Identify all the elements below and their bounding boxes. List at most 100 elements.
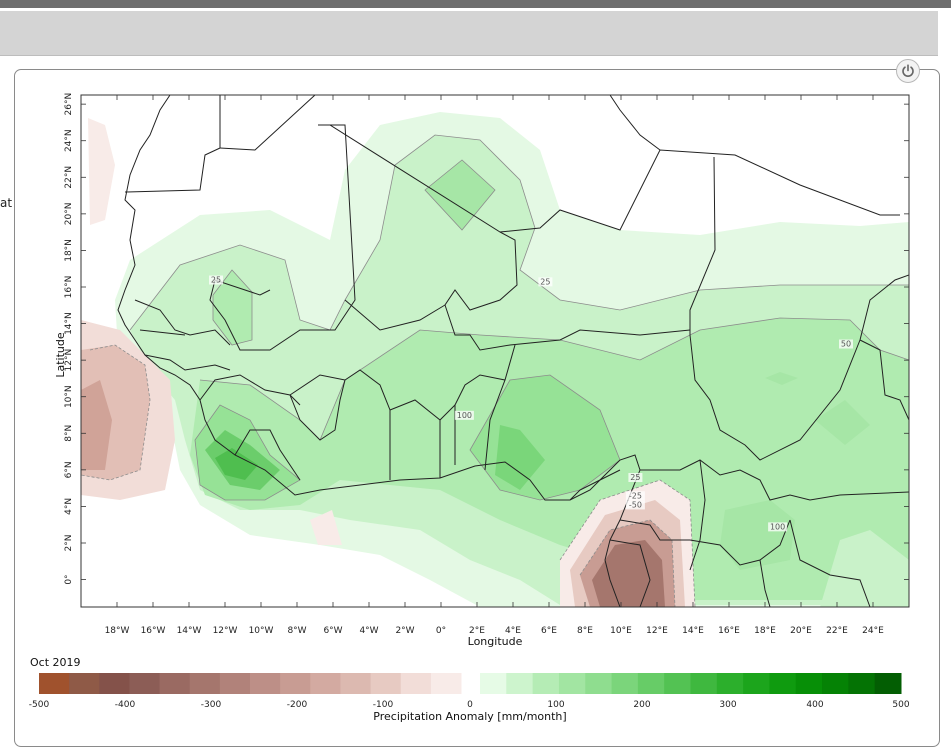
x-tick-label: 10°E (610, 626, 632, 636)
colorbar-positive-swatch (743, 673, 770, 694)
x-tick-label: 18°E (754, 626, 776, 636)
contour-label: 25 (211, 276, 221, 285)
x-tick-label: 8°W (287, 626, 306, 636)
colorbar-negative-swatch (39, 673, 70, 694)
x-tick-label: 4°W (359, 626, 378, 636)
header-bar (0, 11, 938, 56)
colorbar-positive-swatch (690, 673, 718, 694)
x-tick-label: 12°E (646, 626, 668, 636)
colorbar-tick-label: -100 (373, 700, 394, 710)
colorbar-tick-label: 400 (806, 700, 823, 710)
colorbar-positive-swatch (769, 673, 797, 694)
colorbar-tick-label: 300 (719, 700, 736, 710)
colorbar-negative-swatch (370, 673, 402, 694)
anomaly-region-ghana (345, 450, 430, 480)
colorbar-tick-label: -400 (115, 700, 136, 710)
colorbar-negative-swatch (280, 673, 311, 694)
colorbar-negative-swatch (189, 673, 221, 694)
colorbar-positive-swatch (637, 673, 665, 694)
x-tick-label: 0° (436, 626, 446, 636)
y-tick-label: 10°N (64, 385, 74, 408)
power-icon[interactable] (896, 59, 920, 83)
anomaly-negative-gulf (310, 510, 342, 545)
anomaly-region-car (815, 400, 870, 445)
colorbar-negative-swatch (99, 673, 130, 694)
contour-label: -25 (629, 491, 642, 500)
colorbar-negative-swatch (219, 673, 251, 694)
x-tick-label: 4°E (505, 626, 521, 636)
colorbar-negative-swatch (430, 673, 462, 694)
contour-label: 25 (630, 473, 640, 482)
colorbar-positive-swatch (874, 673, 902, 694)
colorbar-negative-swatch (400, 673, 432, 694)
contour-label: 25 (540, 277, 550, 286)
colorbar-positive-swatch (611, 673, 639, 694)
coastline (117, 95, 641, 607)
anomaly-region-nigeria-n (378, 365, 430, 390)
contour-label: 100 (770, 522, 785, 531)
y-tick-label: 26°N (64, 93, 74, 116)
x-tick-label: 8°E (577, 626, 593, 636)
y-tick-label: 14°N (64, 312, 74, 335)
colorbar-title: Precipitation Anomaly [mm/month] (373, 710, 566, 723)
x-tick-label: 24°E (862, 626, 884, 636)
contour-label-bg (625, 491, 645, 501)
x-tick-label: 10°W (249, 626, 274, 636)
y-tick-label: 4°N (64, 498, 74, 515)
colorbar-tick-label: 0 (467, 700, 473, 710)
anomaly-region-north (425, 160, 495, 230)
colorbar-positive-swatch (848, 673, 876, 694)
plot-frame (80, 94, 910, 608)
contour-label-bg (454, 410, 474, 420)
colorbar-negative-swatch (310, 673, 341, 694)
contour-label-bg (209, 275, 223, 285)
y-tick-label: 16°N (64, 276, 74, 299)
colorbar-negative-swatch (250, 673, 281, 694)
y-tick-label: 12°N (64, 349, 74, 372)
anomaly-region-car-small (765, 372, 798, 385)
x-tick-label: 6°E (541, 626, 557, 636)
x-tick-label: 22°E (826, 626, 848, 636)
x-tick-label: 18°W (105, 626, 130, 636)
top-border-gap (0, 8, 951, 11)
colorbar-negative-swatch (340, 673, 372, 694)
colorbar-positive-swatch (664, 673, 691, 694)
colorbar-tick-label: 500 (892, 700, 909, 710)
anomaly-fields (81, 95, 909, 607)
colorbar-positive-swatch (822, 673, 849, 694)
colorbar-negative-swatch (69, 673, 100, 694)
contour-label: 50 (841, 340, 851, 349)
colorbar-tick-label: 200 (633, 700, 650, 710)
y-tick-label: 2°N (64, 535, 74, 552)
y-tick-label: 18°N (64, 239, 74, 262)
contour-label: -50 (629, 500, 642, 509)
contour-label-bg (839, 339, 853, 349)
contour-labels: 25 25 50 100 25 -25-50 100 (209, 275, 853, 532)
date-label: Oct 2019 (30, 656, 81, 669)
colorbar-tick-label: 100 (547, 700, 564, 710)
contour-label-bg (625, 500, 645, 510)
anomaly-negative-north (88, 118, 115, 225)
anomaly-negative-gabon-4 (592, 540, 665, 607)
y-tick-label: 6°N (64, 461, 74, 478)
y-tick-label: 8°N (64, 425, 74, 442)
y-axis-title: Latitude (54, 332, 67, 378)
colorbar-tick-label: -500 (29, 700, 50, 710)
colorbar-positive-swatch (585, 673, 613, 694)
top-border (0, 0, 951, 8)
cut-off-side-text: at (0, 196, 13, 210)
contour-label-bg (768, 522, 788, 532)
colorbar-negative-swatch (129, 673, 161, 694)
anomaly-region-200 (215, 448, 258, 480)
country-borders (117, 95, 909, 607)
y-axis-ticks: 0° 2°N 4°N 6°N 8°N 10°N 12°N 14°N 16°N 18°N 20°N 22… (64, 93, 909, 585)
colorbar-positive-swatch (558, 673, 586, 694)
contour-label: 100 (457, 411, 472, 420)
y-tick-label: 20°N (64, 203, 74, 226)
x-axis-ticks: 18°W 16°W 14°W 12°W 10°W 8°W 6°W 4°W 2°W 0° 2°E 4°E… (105, 95, 884, 636)
anomaly-region-congo (720, 500, 795, 570)
anomaly-region-100c (495, 425, 545, 490)
colorbar (39, 673, 902, 694)
x-tick-label: 14°E (682, 626, 704, 636)
